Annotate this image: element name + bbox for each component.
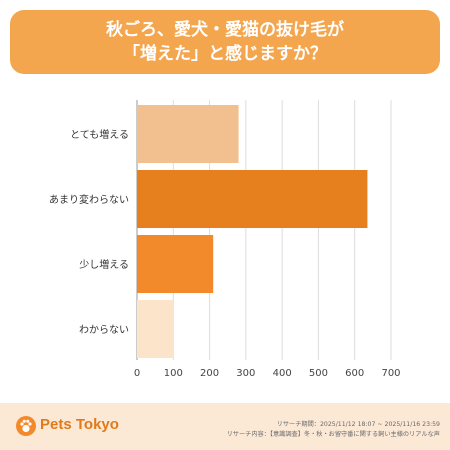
- chart-title-banner: 秋ごろ、愛犬・愛猫の抜け毛が 「増えた」と感じますか？: [10, 10, 440, 74]
- footer: Pets Tokyo リサーチ期間：2025/11/12 18:07 ~ 202…: [0, 403, 450, 450]
- research-content: リサーチ内容：【意識調査】冬・秋・お留守番に関する飼い主様のリアルな声: [226, 431, 440, 438]
- bar: [137, 300, 174, 358]
- research-period: リサーチ期間：2025/11/12 18:07 ~ 2025/11/16 23:…: [276, 421, 440, 428]
- chart-title-line-1: 秋ごろ、愛犬・愛猫の抜け毛が: [106, 20, 344, 40]
- y-category-label: とても増える: [70, 128, 129, 141]
- x-tick-label: 500: [309, 368, 328, 379]
- bar: [137, 170, 368, 228]
- x-tick-label: 400: [273, 368, 292, 379]
- y-category-label: あまり変わらない: [49, 193, 129, 206]
- chart-title-line-2: 「増えた」と感じますか？: [123, 44, 327, 64]
- y-category-label: わからない: [79, 324, 129, 336]
- paw-logo-icon: [16, 416, 36, 436]
- bar: [137, 235, 214, 293]
- y-category-label: 少し増える: [79, 258, 129, 271]
- x-tick-label: 600: [345, 368, 364, 379]
- bar-chart: 0 100 200 300 400 500 600 700 とても増えるあまり変わらない少し増え…: [49, 100, 401, 379]
- x-tick-label: 200: [200, 368, 219, 379]
- x-tick-label: 0: [134, 368, 140, 379]
- brand-name: Pets Tokyo: [40, 416, 119, 433]
- x-tick-label: 300: [236, 368, 255, 379]
- bar: [137, 105, 239, 163]
- x-tick-label: 100: [164, 368, 183, 379]
- x-tick-label: 700: [381, 368, 400, 379]
